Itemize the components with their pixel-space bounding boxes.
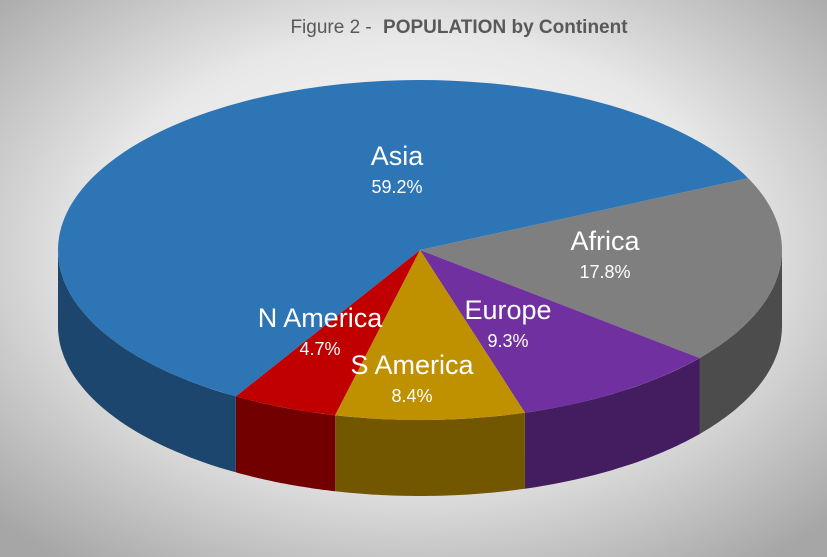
category-label: Africa — [570, 226, 640, 256]
slice-side — [335, 412, 525, 496]
slice — [420, 250, 700, 413]
category-label: S America — [350, 350, 474, 380]
value-label: 59.2% — [371, 177, 422, 197]
value-label: 17.8% — [579, 262, 630, 282]
title-prefix: Figure 2 - — [290, 17, 371, 38]
category-label: N America — [258, 303, 384, 333]
chart-title: Figure 2 - POPULATION by Continent — [290, 17, 628, 38]
slice — [420, 178, 782, 359]
title-main: POPULATION by Continent — [383, 17, 628, 38]
slice-side — [699, 250, 782, 435]
slice — [57, 80, 749, 397]
slice — [235, 250, 420, 416]
value-label: 9.3% — [487, 331, 528, 351]
category-label: Asia — [371, 141, 425, 171]
category-label: Europe — [464, 295, 551, 325]
slice — [335, 250, 525, 420]
slice-side — [235, 396, 336, 492]
slice-side — [58, 250, 236, 473]
value-label: 8.4% — [391, 386, 432, 406]
value-label: 4.7% — [299, 339, 340, 359]
slice-side — [524, 358, 700, 489]
